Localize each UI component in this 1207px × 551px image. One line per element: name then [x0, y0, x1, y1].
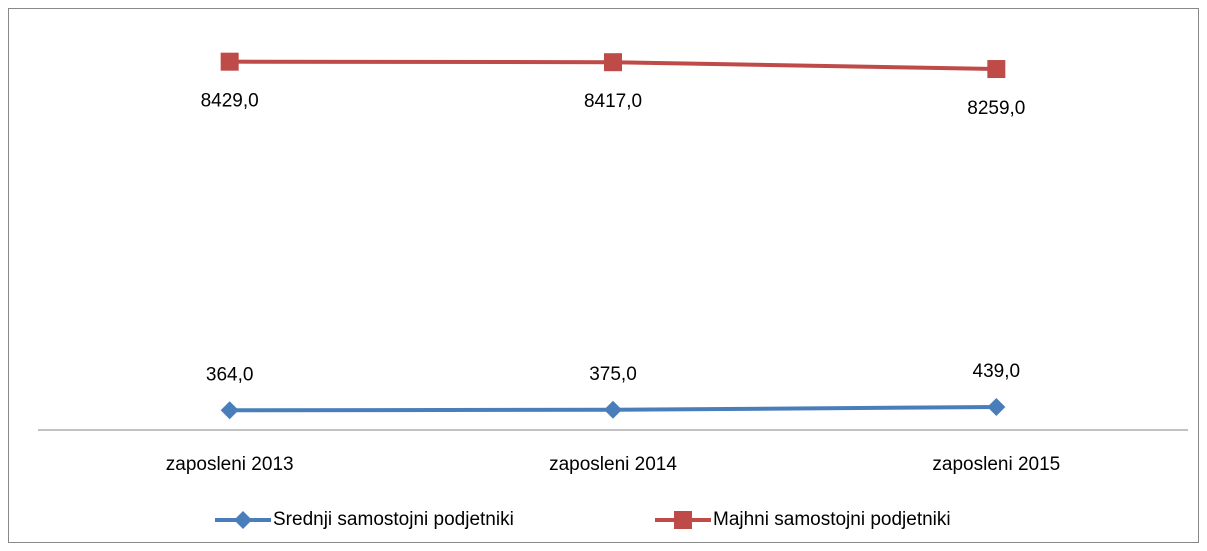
x-tick-label: zaposleni 2015 [932, 454, 1060, 475]
legend-marker [674, 511, 692, 529]
legend-marker [234, 511, 252, 529]
x-tick-label: zaposleni 2013 [166, 454, 294, 475]
data-label: 375,0 [589, 364, 637, 385]
data-label: 8259,0 [967, 98, 1025, 119]
marker [220, 401, 239, 420]
marker [987, 398, 1006, 417]
marker [987, 60, 1006, 79]
data-label: 8417,0 [584, 91, 642, 112]
data-label: 8429,0 [201, 91, 259, 112]
data-label: 364,0 [206, 364, 254, 385]
legend-label: Srednji samostojni podjetniki [273, 509, 514, 530]
marker [604, 400, 622, 419]
chart-border [8, 8, 1199, 543]
x-tick-label: zaposleni 2014 [549, 454, 677, 475]
legend-label: Majhni samostojni podjetniki [713, 509, 951, 530]
marker [604, 53, 622, 72]
marker [220, 52, 239, 71]
data-label: 439,0 [973, 361, 1021, 382]
